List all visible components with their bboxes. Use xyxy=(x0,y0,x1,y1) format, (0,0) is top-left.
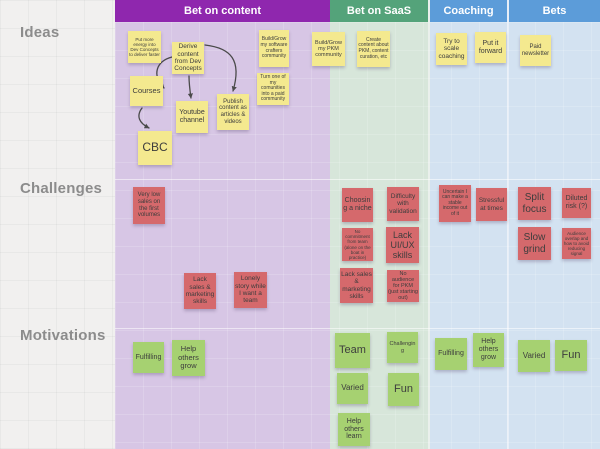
sticky-note[interactable]: No audience for PKM (just starting out) xyxy=(387,270,419,302)
sticky-note[interactable]: Audience overlap and how to avoid reduci… xyxy=(562,228,591,259)
sticky-note[interactable]: Turn one of my comunities into a paid co… xyxy=(257,73,289,105)
column-header-bet-on-content: Bet on content xyxy=(115,0,330,22)
sticky-note[interactable]: Difficulty with validation xyxy=(387,187,419,221)
sticky-note[interactable]: Varied xyxy=(337,373,368,404)
sticky-note[interactable]: Lack sales & marketing skills xyxy=(340,268,373,303)
column-header-bet-on-saas: Bet on SaaS xyxy=(330,0,428,22)
column-coaching: Coaching xyxy=(428,0,507,449)
row-label-ideas: Ideas xyxy=(20,24,60,41)
sticky-note[interactable]: Derive content from Dev Concepts xyxy=(172,42,204,74)
sticky-note[interactable]: No commitment from team (alone on the bo… xyxy=(342,228,373,261)
sticky-note[interactable]: Fulfilling xyxy=(435,338,467,370)
sticky-note[interactable]: Fun xyxy=(388,373,419,406)
row-label-gutter: Ideas Challenges Motivations xyxy=(0,0,115,449)
sticky-note[interactable]: Lonely story while I want a team xyxy=(234,272,267,308)
sticky-note[interactable]: Help others learn xyxy=(338,413,370,446)
sticky-note[interactable]: Choosing a niche xyxy=(342,188,373,222)
sticky-note[interactable]: Uncertain I can make a stable income out… xyxy=(439,185,471,222)
column-body-coaching xyxy=(430,22,507,449)
sticky-note[interactable]: Lack sales & marketing skills xyxy=(184,273,216,309)
sticky-note[interactable]: Build/Grow my PKM community xyxy=(312,32,345,66)
sticky-note[interactable]: Put more energy into Dev Concepts to del… xyxy=(128,31,161,63)
column-header-coaching: Coaching xyxy=(430,0,507,22)
sticky-note[interactable]: Help others grow xyxy=(172,340,205,376)
sticky-note[interactable]: Fun xyxy=(555,340,587,371)
sticky-note[interactable]: Challenging xyxy=(387,332,418,363)
sticky-note[interactable]: Publish content as articles & videos xyxy=(217,94,249,130)
sticky-note[interactable]: Diluted risk (?) xyxy=(562,188,591,218)
sticky-note[interactable]: CBC xyxy=(138,131,172,165)
sticky-note[interactable]: Slow grind xyxy=(518,227,551,260)
sticky-note[interactable]: Stressful at times xyxy=(476,188,507,221)
sticky-note[interactable]: Create content about PKM, content curati… xyxy=(357,31,390,67)
sticky-note[interactable]: Fulfilling xyxy=(133,342,164,373)
sticky-note[interactable]: Lack UI/UX skills xyxy=(386,227,419,263)
sticky-note[interactable]: Team xyxy=(335,333,370,368)
row-label-challenges: Challenges xyxy=(20,180,103,197)
sticky-note[interactable]: Courses xyxy=(130,76,163,106)
sticky-note[interactable]: Paid newsletter xyxy=(520,35,551,66)
sticky-note[interactable]: Put it forward xyxy=(475,32,506,63)
sticky-note[interactable]: Split focus xyxy=(518,187,551,220)
column-header-bets: Bets xyxy=(509,0,600,22)
row-label-motivations: Motivations xyxy=(20,327,106,344)
sticky-note[interactable]: Varied xyxy=(518,340,550,372)
sticky-note[interactable]: Build/Grow my software crafters communit… xyxy=(259,30,289,67)
sticky-note[interactable]: Very low sales on the first volumes xyxy=(133,187,165,224)
sticky-note[interactable]: Youtube channel xyxy=(176,101,208,133)
sticky-note[interactable]: Help others grow xyxy=(473,333,504,367)
sticky-note[interactable]: Try to scale coaching xyxy=(436,33,467,65)
